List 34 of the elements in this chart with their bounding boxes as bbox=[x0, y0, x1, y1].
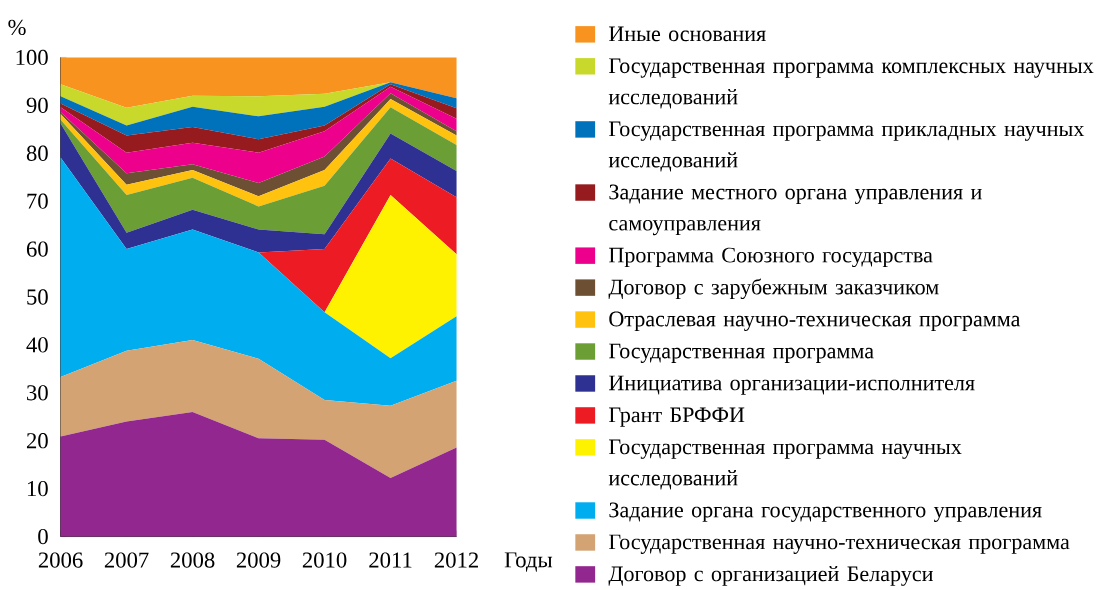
x-tick-label: 2010 bbox=[302, 552, 347, 568]
y-tick-label: 20 bbox=[26, 432, 48, 449]
legend-label: Государственная программа прикладных научных исследований bbox=[608, 121, 1085, 172]
y-tick-label: 50 bbox=[27, 289, 48, 305]
legend-label: Задание органа государственного управления bbox=[609, 502, 1042, 522]
y-tick-label: 60 bbox=[26, 241, 48, 257]
legend-label: Задание местного органа управления и самоуправления bbox=[609, 184, 982, 235]
x-tick-label: 2006 bbox=[38, 552, 83, 568]
x-tick-label: 2008 bbox=[170, 552, 215, 568]
legend-label: Государственная научно-техническая программа bbox=[609, 534, 1070, 554]
legend-label: Государственная программа bbox=[609, 343, 874, 363]
y-tick-label: 10 bbox=[27, 480, 48, 497]
y-tick-label: 70 bbox=[27, 193, 48, 209]
y-tick-label: 90 bbox=[26, 97, 48, 113]
x-axis-title: Годы bbox=[504, 552, 553, 572]
x-tick-label: 2009 bbox=[236, 552, 281, 568]
x-tick-label: 2011 bbox=[369, 552, 412, 568]
legend-label: Инициатива организации-исполнителя bbox=[609, 375, 975, 395]
legend-label: Грант БРФФИ bbox=[609, 407, 745, 427]
y-tick-label: 100 bbox=[16, 49, 48, 65]
legend-label: Государственная программа комплексных научных исследований bbox=[608, 58, 1094, 109]
y-axis-title: % bbox=[8, 19, 26, 35]
legend-label: Иные основания bbox=[609, 26, 766, 42]
x-tick-label: 2012 bbox=[434, 552, 478, 568]
x-tick-label: 2007 bbox=[104, 552, 149, 568]
y-tick-label: 80 bbox=[26, 145, 48, 161]
y-tick-label: 40 bbox=[26, 337, 48, 353]
legend-label: Договор с организацией Беларуси bbox=[608, 565, 933, 586]
legend-label: Программа Союзного государства bbox=[609, 247, 933, 267]
legend-label: Договор с зарубежным заказчиком bbox=[608, 278, 939, 299]
legend-label: Государственная программа научных исследований bbox=[608, 439, 962, 490]
y-tick-label: 30 bbox=[27, 384, 48, 401]
legend-label: Отраслевая научно-техническая программа bbox=[609, 311, 1021, 331]
y-tick-label: 0 bbox=[38, 528, 48, 544]
